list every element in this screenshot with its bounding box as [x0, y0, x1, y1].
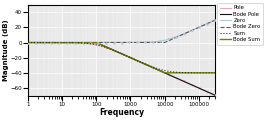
Pole [106, 48, 109, 49]
Bode Pole [48, 42, 51, 43]
Bode Zero [26, 42, 30, 43]
Sum [26, 42, 30, 43]
Bode Pole [59, 42, 62, 43]
Bode Sum [210, 72, 213, 74]
Sum [48, 42, 51, 43]
Bode Pole [210, 93, 213, 94]
Bode Sum [190, 72, 193, 74]
Pole [26, 42, 30, 43]
Bode Pole [106, 47, 109, 48]
Line: Bode Pole: Bode Pole [28, 42, 215, 95]
Pole [190, 84, 193, 85]
Zero [210, 21, 213, 22]
Line: Sum: Sum [28, 42, 215, 73]
Bode Pole [98, 43, 101, 45]
Zero [190, 30, 193, 31]
Zero [59, 42, 62, 43]
Bode Sum [163, 72, 166, 74]
Bode Zero [98, 42, 101, 43]
Bode Zero [59, 42, 62, 43]
Sum [190, 72, 193, 73]
Pole [210, 93, 213, 94]
Pole [213, 95, 217, 96]
Sum [213, 72, 217, 74]
Bode Sum [213, 72, 217, 74]
Zero [48, 42, 51, 43]
Bode Pole [26, 42, 30, 43]
Bode Sum [26, 42, 30, 43]
Bode Sum [59, 42, 62, 43]
Line: Bode Sum: Bode Sum [28, 42, 215, 73]
Pole [59, 42, 62, 43]
Bode Pole [213, 95, 217, 96]
Legend: Pole, Bode Pole, Zero, Bode Zero, Sum, Bode Sum: Pole, Bode Pole, Zero, Bode Zero, Sum, B… [217, 3, 263, 45]
Pole [98, 45, 101, 46]
X-axis label: Frequency: Frequency [99, 108, 144, 117]
Bode Sum [48, 42, 51, 43]
Zero [26, 42, 30, 43]
Zero [213, 19, 217, 21]
Sum [59, 42, 62, 43]
Bode Sum [98, 43, 101, 45]
Bode Pole [190, 84, 193, 85]
Sum [106, 48, 109, 49]
Bode Zero [213, 19, 217, 21]
Sum [98, 45, 101, 46]
Bode Zero [48, 42, 51, 43]
Bode Zero [106, 42, 109, 43]
Zero [98, 42, 101, 43]
Bode Zero [190, 30, 193, 31]
Line: Bode Zero: Bode Zero [28, 20, 215, 42]
Line: Zero: Zero [28, 20, 215, 42]
Line: Pole: Pole [28, 42, 215, 95]
Sum [210, 72, 213, 74]
Y-axis label: Magnitude (dB): Magnitude (dB) [3, 19, 9, 81]
Pole [48, 42, 51, 43]
Bode Zero [210, 21, 213, 22]
Bode Sum [106, 47, 109, 48]
Zero [106, 42, 109, 43]
